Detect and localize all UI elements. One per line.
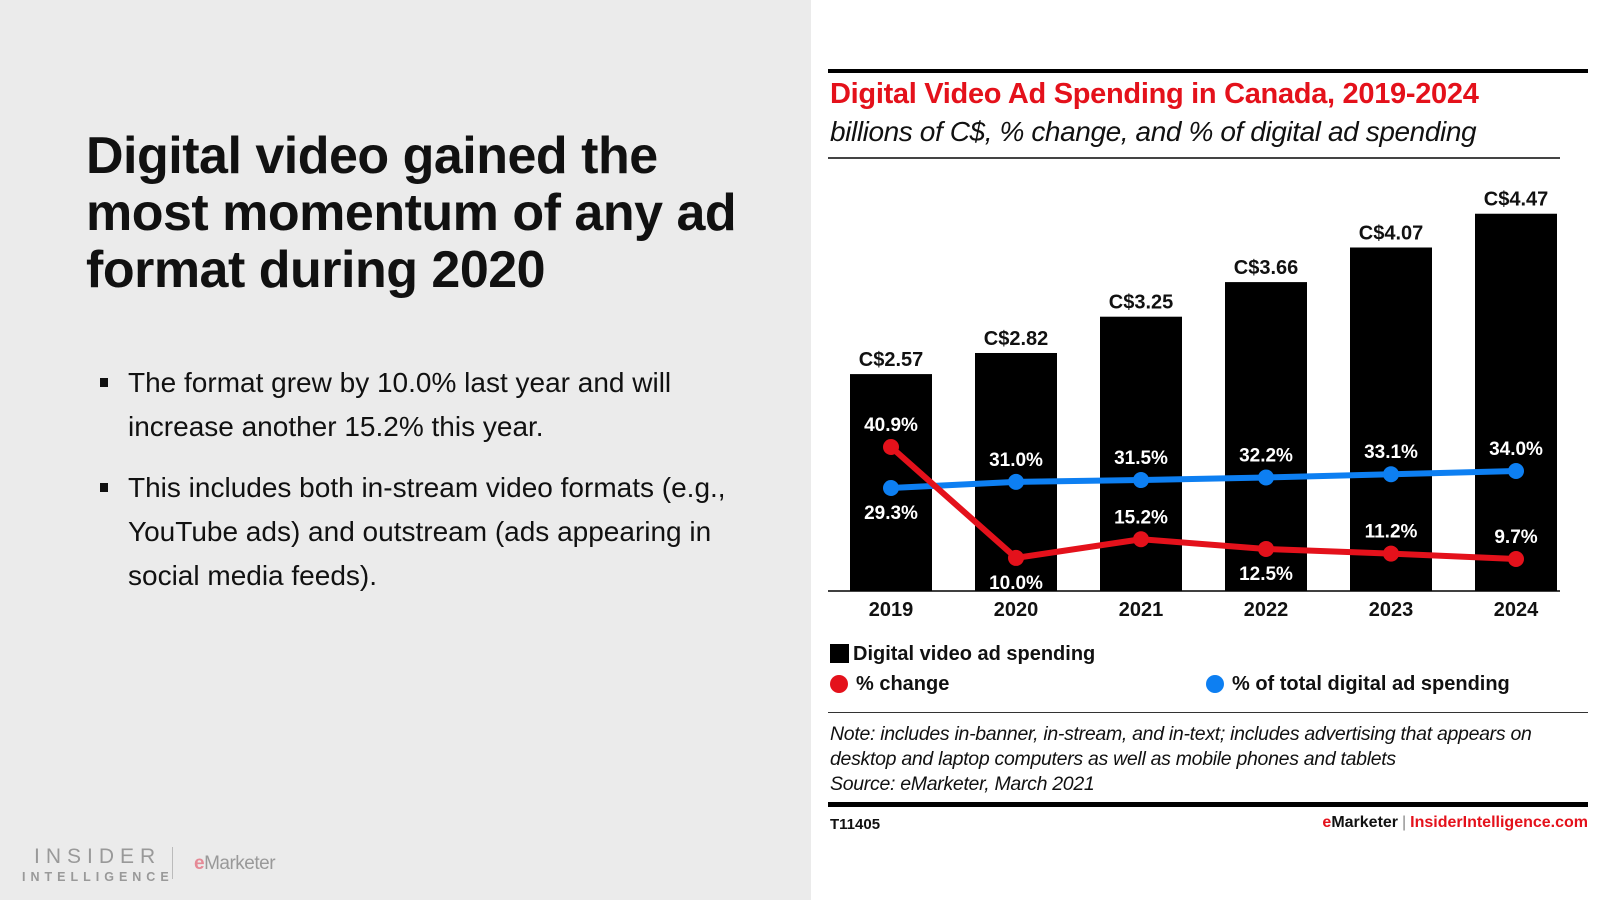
bars-layer: [850, 213, 1557, 591]
intelligence-logo-text: INTELLIGENCE: [22, 870, 174, 884]
bottom-rule: [828, 802, 1588, 807]
credit-separator: |: [1402, 814, 1407, 831]
legend-label: % change: [856, 673, 950, 695]
emarketer-logo-rest: Marketer: [204, 853, 276, 874]
chart-credit: eMarketer | InsiderIntelligence.com: [1322, 814, 1588, 832]
legend-item-share: % of total digital ad spending: [1206, 673, 1510, 696]
note-rule: [828, 712, 1588, 713]
point-value-label: 31.0%: [989, 450, 1043, 471]
point-value-label: 15.2%: [1114, 507, 1168, 528]
data-point: [1258, 540, 1274, 557]
data-point: [1383, 545, 1399, 562]
chart-panel: Digital Video Ad Spending in Canada, 201…: [828, 0, 1588, 900]
lines-layer: [883, 439, 1524, 568]
subtitle-rule: [828, 157, 1560, 159]
chart-title: Digital Video Ad Spending in Canada, 201…: [830, 78, 1479, 110]
bar-value-label: C$2.57: [859, 349, 924, 371]
bar-value-label: C$3.25: [1109, 292, 1174, 314]
bar-2022: [1225, 282, 1307, 591]
blue-dot-icon: [1206, 675, 1224, 693]
x-tick-label: 2019: [869, 599, 914, 621]
insider-logo-text: INSIDER: [34, 845, 162, 868]
bar-value-label: C$4.07: [1359, 222, 1424, 244]
chart-subtitle: billions of C$, % change, and % of digit…: [830, 116, 1477, 147]
bullet-item: This includes both in-stream video forma…: [100, 466, 740, 598]
bar-value-label: C$3.66: [1234, 257, 1299, 279]
black-square-icon: [830, 644, 849, 663]
bullet-text: The format grew by 10.0% last year and w…: [128, 367, 672, 442]
slide-text-panel: Digital video gained the most momentum o…: [0, 0, 811, 900]
x-tick-label: 2020: [994, 599, 1039, 621]
square-bullet-icon: [100, 483, 108, 492]
legend-label: % of total digital ad spending: [1232, 673, 1510, 695]
x-tick-label: 2022: [1244, 599, 1289, 621]
data-point: [1008, 473, 1024, 490]
note-line: Note: includes in-banner, in-stream, and…: [830, 723, 1532, 770]
square-bullet-icon: [100, 378, 108, 387]
data-point: [1508, 462, 1524, 479]
chart-note: Note: includes in-banner, in-stream, and…: [830, 722, 1590, 797]
x-tick-label: 2021: [1119, 599, 1164, 621]
point-value-label: 31.5%: [1114, 448, 1168, 469]
bullet-list: The format grew by 10.0% last year and w…: [100, 361, 740, 615]
x-tick-label: 2023: [1369, 599, 1414, 621]
point-value-label: 10.0%: [989, 573, 1043, 594]
data-point: [883, 439, 899, 455]
data-point: [883, 480, 899, 496]
emarketer-logo: eMarketer: [194, 853, 276, 875]
logo-divider: [172, 847, 173, 879]
point-value-label: 12.5%: [1239, 564, 1293, 585]
red-dot-icon: [830, 675, 848, 693]
credit-site-link[interactable]: InsiderIntelligence.com: [1410, 814, 1588, 831]
data-point: [1133, 472, 1149, 489]
data-point: [1008, 549, 1024, 566]
legend-item-bars: Digital video ad spending: [830, 643, 1095, 666]
point-value-label: 33.1%: [1364, 442, 1418, 463]
labels-layer: C$2.57 2019 C$2.82 2020 C$3.25 2021 C$3.66 2022…: [859, 189, 1549, 621]
chart-id: T11405: [830, 816, 881, 833]
credit-marketer: Marketer: [1331, 814, 1399, 831]
point-value-label: 32.2%: [1239, 446, 1293, 467]
emarketer-logo-e: e: [194, 853, 205, 874]
slide-title: Digital video gained the most momentum o…: [86, 127, 737, 299]
point-value-label: 40.9%: [864, 415, 918, 436]
data-point: [1133, 531, 1149, 548]
data-point: [1508, 551, 1524, 568]
data-point: [1258, 469, 1274, 486]
point-value-label: 29.3%: [864, 503, 918, 524]
bar-value-label: C$2.82: [984, 328, 1049, 350]
bar-value-label: C$4.47: [1484, 189, 1549, 211]
credit-e: e: [1322, 814, 1332, 831]
line-change: [889, 444, 1517, 563]
chart-plot: C$2.57 2019 C$2.82 2020 C$3.25 2021 C$3.66 2022…: [828, 189, 1560, 621]
legend-label: Digital video ad spending: [853, 643, 1096, 665]
bar-2023: [1350, 247, 1432, 591]
bar-2024: [1475, 213, 1557, 591]
point-value-label: 9.7%: [1494, 527, 1537, 548]
x-tick-label: 2024: [1494, 599, 1539, 621]
source-line: Source: eMarketer, March 2021: [830, 773, 1095, 795]
legend-item-change: % change: [830, 673, 949, 696]
line-of-total-digital-ad-spending: [890, 467, 1517, 491]
bullet-text: This includes both in-stream video forma…: [128, 472, 726, 591]
point-value-label: 11.2%: [1365, 522, 1418, 543]
bullet-item: The format grew by 10.0% last year and w…: [100, 361, 740, 449]
top-rule: [828, 69, 1588, 73]
data-point: [1383, 466, 1399, 483]
point-value-label: 34.0%: [1489, 439, 1543, 460]
